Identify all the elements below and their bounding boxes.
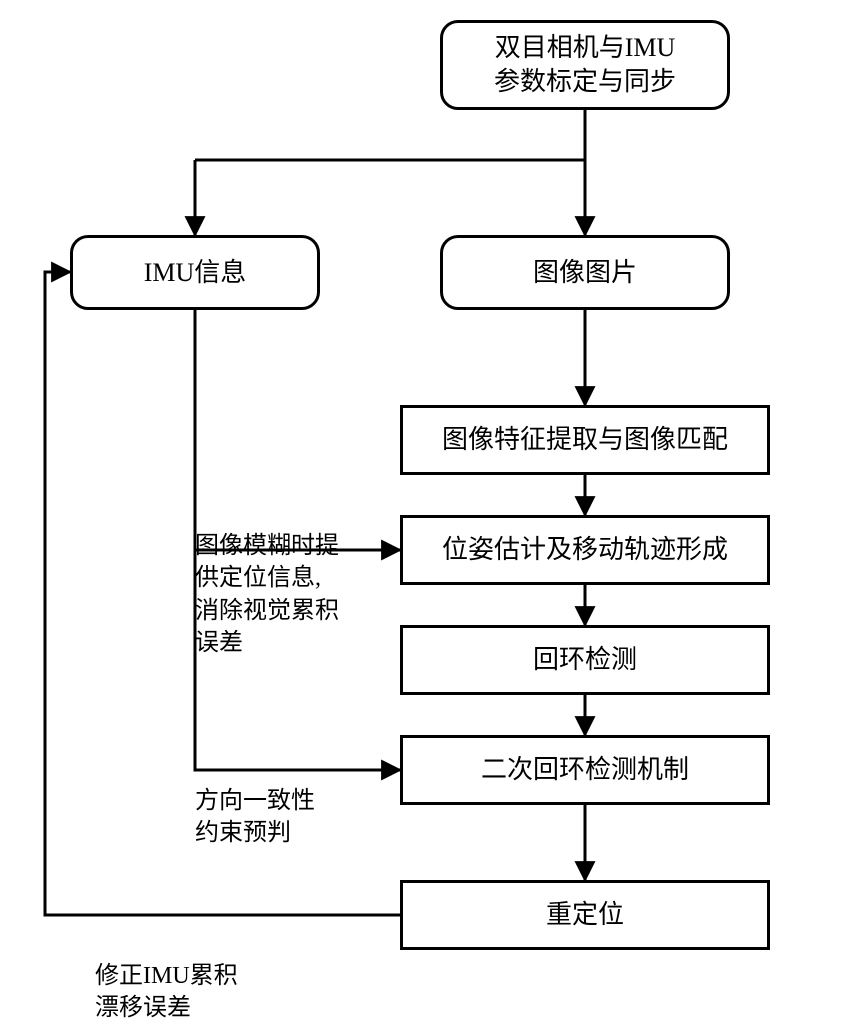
node-n7: 二次回环检测机制 bbox=[400, 735, 770, 805]
node-n3: 图像图片 bbox=[440, 235, 730, 310]
node-n4: 图像特征提取与图像匹配 bbox=[400, 405, 770, 475]
edges-layer bbox=[0, 0, 841, 1000]
node-n5: 位姿估计及移动轨迹形成 bbox=[400, 515, 770, 585]
node-n8: 重定位 bbox=[400, 880, 770, 950]
annotation-a3: 修正IMU累积 漂移误差 bbox=[95, 960, 238, 1025]
annotation-a1: 图像模糊时提 供定位信息, 消除视觉累积 误差 bbox=[195, 530, 339, 660]
flowchart-canvas: 双目相机与IMU 参数标定与同步 IMU信息 图像图片图像特征提取与图像匹配位姿估计… bbox=[0, 0, 841, 1000]
node-n6: 回环检测 bbox=[400, 625, 770, 695]
node-n1: 双目相机与IMU 参数标定与同步 bbox=[440, 20, 730, 110]
node-n2: IMU信息 bbox=[70, 235, 320, 310]
edge-9 bbox=[195, 310, 400, 550]
annotation-a2: 方向一致性 约束预判 bbox=[195, 785, 315, 850]
